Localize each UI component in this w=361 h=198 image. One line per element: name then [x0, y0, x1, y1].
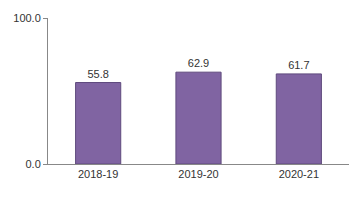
svg-text:62.9: 62.9: [188, 57, 209, 69]
svg-text:61.7: 61.7: [288, 59, 309, 71]
svg-text:0.0: 0.0: [26, 158, 41, 170]
svg-text:100.0: 100.0: [13, 12, 41, 24]
svg-text:2018-19: 2018-19: [78, 168, 118, 180]
svg-text:55.8: 55.8: [87, 68, 108, 80]
svg-text:2019-20: 2019-20: [178, 168, 218, 180]
svg-text:2020-21: 2020-21: [279, 168, 319, 180]
